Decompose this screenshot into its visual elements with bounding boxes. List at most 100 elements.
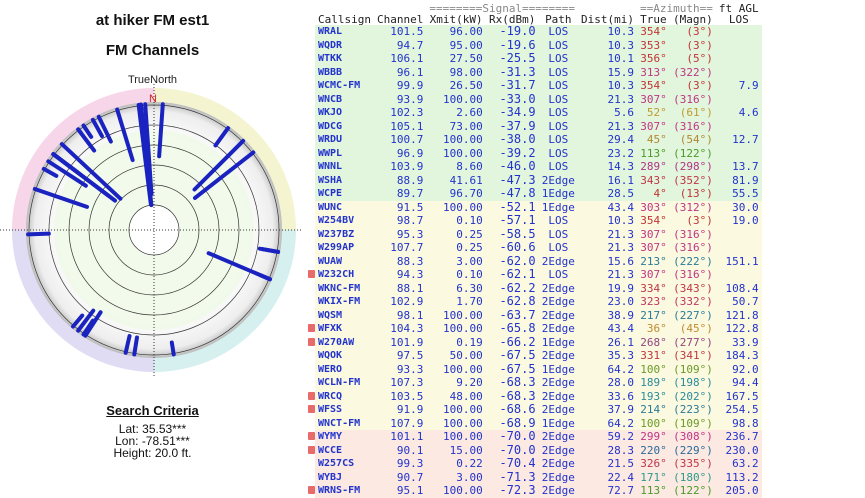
cell-callsign[interactable]: W257CS [315,457,374,471]
cell-callsign[interactable]: WQDR [315,38,374,52]
table-row[interactable]: WCCE 90.1 15.00 -70.0 2Edge 28.3 220° (229°) 230… [301,443,762,457]
table-row[interactable]: WFSS 91.9 100.00 -68.6 2Edge 37.9 214° (223°) 25… [301,403,762,417]
table-row[interactable]: WTKK 106.1 27.50 -25.5 LOS 10.1 356° (5°) [301,52,762,66]
table-row[interactable]: WBBB 96.1 98.00 -31.3 LOS 15.9 313° (322°) [301,65,762,79]
cell-callsign[interactable]: WCMC-FM [315,79,374,93]
flag-icon[interactable] [308,324,315,333]
row-icon-cell [301,38,315,52]
table-row[interactable]: W232CH 94.3 0.10 -62.1 LOS 21.3 307° (316°) [301,268,762,282]
table-row[interactable]: WYMY 101.1 100.00 -70.0 2Edge 59.2 299° (308°) 2… [301,430,762,444]
cell-callsign[interactable]: W299AP [315,241,374,255]
table-row[interactable]: WRAL 101.5 96.00 -19.0 LOS 10.3 354° (3°) [301,25,762,39]
cell-callsign[interactable]: WSHA [315,173,374,187]
cell-callsign[interactable]: WERO [315,362,374,376]
table-row[interactable]: WNCT-FM 107.9 100.00 -68.9 1Edge 64.2 100° (109… [301,416,762,430]
table-row[interactable]: W270AW 101.9 0.19 -66.2 1Edge 26.1 268° (277°) 3… [301,335,762,349]
table-row[interactable]: WUAW 88.3 3.00 -62.0 2Edge 15.6 213° (222°) 151.… [301,254,762,268]
flag-icon[interactable] [308,445,315,454]
cell-callsign[interactable]: WYBJ [315,470,374,484]
column-header: Path [545,13,572,26]
table-row[interactable]: WCLN-FM 107.3 9.20 -68.3 2Edge 28.0 189° (198°)… [301,376,762,390]
cell-callsign[interactable]: WDCG [315,119,374,133]
cell-dist: 22.4 [578,470,638,484]
cell-callsign[interactable]: W232CH [315,268,374,282]
table-row[interactable]: WQOK 97.5 50.00 -67.5 2Edge 35.3 331° (341°) 184… [301,349,762,363]
cell-xmit: 100.00 [426,403,486,417]
cell-callsign[interactable]: WKNC-FM [315,281,374,295]
cell-callsign[interactable]: WUNC [315,200,374,214]
cell-callsign[interactable]: WQOK [315,349,374,363]
table-row[interactable]: WCMC-FM 99.9 26.50 -31.7 LOS 10.3 354° (3°) 7.9 [301,79,762,93]
cell-callsign[interactable]: WQSM [315,308,374,322]
table-row[interactable]: WSHA 88.9 41.61 -47.3 2Edge 16.1 343° (352°) 81.… [301,173,762,187]
table-row[interactable]: WKNC-FM 88.1 6.30 -62.2 2Edge 19.9 334° (343°) 1… [301,281,762,295]
cell-callsign[interactable]: WTKK [315,52,374,66]
cell-callsign[interactable]: WCCE [315,443,374,457]
cell-callsign[interactable]: W270AW [315,335,374,349]
station-bar [169,340,176,357]
table-row[interactable]: WNNL 103.9 8.60 -46.0 LOS 14.3 289° (298°) 13.7 [301,160,762,174]
table-row[interactable]: WDCG 105.1 73.00 -37.9 LOS 21.3 307° (316°) [301,119,762,133]
cell-callsign[interactable]: WNCB [315,92,374,106]
cell-az-magn: (223°) [669,403,716,417]
flag-icon[interactable] [308,270,315,279]
column-header: Rx(dBm) [489,13,536,26]
cell-callsign[interactable]: WBBB [315,65,374,79]
cell-callsign[interactable]: WRCQ [315,389,374,403]
polar-azimuth-chart: N [0,84,305,376]
cell-callsign[interactable]: WCPE [315,187,374,201]
cell-callsign[interactable]: W237BZ [315,227,374,241]
cell-callsign[interactable]: WRNS-FM [315,484,374,498]
cell-az-magn: (198°) [669,376,716,390]
table-row[interactable]: WNCB 93.9 100.00 -33.0 LOS 21.3 307° (316°) [301,92,762,106]
cell-az-magn: (45°) [669,322,716,336]
cell-path: LOS [538,65,579,79]
table-row[interactable]: W257CS 99.3 0.22 -70.4 2Edge 21.5 326° (335°) 63… [301,457,762,471]
table-row[interactable]: WRCQ 103.5 48.00 -68.3 2Edge 33.6 193° (202°) 16… [301,389,762,403]
cell-xmit: 96.70 [426,187,486,201]
table-row[interactable]: WKIX-FM 102.9 1.70 -62.8 2Edge 23.0 323° (332°)… [301,295,762,309]
cell-callsign[interactable]: WFXK [315,322,374,336]
table-row[interactable]: WQSM 98.1 100.00 -63.7 2Edge 38.9 217° (227°) 12… [301,308,762,322]
cell-callsign[interactable]: WCLN-FM [315,376,374,390]
stations-table: ========Signal======== ==Azimuth== ft AG… [301,3,762,498]
cell-dist: 5.6 [578,106,638,120]
cell-callsign[interactable]: WUAW [315,254,374,268]
table-row[interactable]: WUNC 91.5 100.00 -52.1 1Edge 43.4 303° (312°) 30… [301,200,762,214]
cell-rx: -39.2 [485,146,539,160]
flag-icon[interactable] [308,405,315,414]
cell-callsign[interactable]: W254BV [315,214,374,228]
cell-agl-los [715,38,762,52]
cell-az-true: 113° [637,484,670,498]
table-row[interactable]: W237BZ 95.3 0.25 -58.5 LOS 21.3 307° (316°) [301,227,762,241]
cell-az-magn: (316°) [669,227,716,241]
cell-callsign[interactable]: WKJO [315,106,374,120]
cell-callsign[interactable]: WRDU [315,133,374,147]
cell-az-magn: (3°) [669,38,716,52]
flag-icon[interactable] [308,391,315,400]
flag-icon[interactable] [308,337,315,346]
table-row[interactable]: WRDU 100.7 100.00 -38.0 LOS 29.4 45° (54°) 12.7 [301,133,762,147]
cell-agl-los: 108.4 [715,281,762,295]
table-row[interactable]: W254BV 98.7 0.10 -57.1 LOS 10.3 354° (3°) 19.0 [301,214,762,228]
table-row[interactable]: WWPL 96.9 100.00 -39.2 LOS 23.2 113° (122°) [301,146,762,160]
cell-az-true: 213° [637,254,670,268]
cell-callsign[interactable]: WNCT-FM [315,416,374,430]
cell-callsign[interactable]: WNNL [315,160,374,174]
cell-callsign[interactable]: WWPL [315,146,374,160]
table-row[interactable]: WERO 93.3 100.00 -67.5 1Edge 64.2 100° (109°) 92… [301,362,762,376]
flag-icon[interactable] [308,486,315,495]
table-row[interactable]: WFXK 104.3 100.00 -65.8 2Edge 43.4 36° (45°) 122… [301,322,762,336]
table-row[interactable]: WKJO 102.3 2.60 -34.9 LOS 5.6 52° (61°) 4.6 [301,106,762,120]
cell-callsign[interactable]: WFSS [315,403,374,417]
row-icon-cell [301,416,315,430]
cell-callsign[interactable]: WRAL [315,25,374,39]
flag-icon[interactable] [308,432,315,441]
cell-callsign[interactable]: WKIX-FM [315,295,374,309]
table-row[interactable]: WQDR 94.7 95.00 -19.6 LOS 10.3 353° (3°) [301,38,762,52]
table-row[interactable]: WCPE 89.7 96.70 -47.8 1Edge 28.5 4° (13°) 55.5 [301,187,762,201]
cell-callsign[interactable]: WYMY [315,430,374,444]
table-row[interactable]: WYBJ 90.7 3.00 -71.3 2Edge 22.4 171° (180°) 113.… [301,470,762,484]
table-row[interactable]: W299AP 107.7 0.25 -60.6 LOS 21.3 307° (316°) [301,241,762,255]
table-row[interactable]: WRNS-FM 95.1 100.00 -72.3 2Edge 72.7 113° (122°… [301,484,762,498]
